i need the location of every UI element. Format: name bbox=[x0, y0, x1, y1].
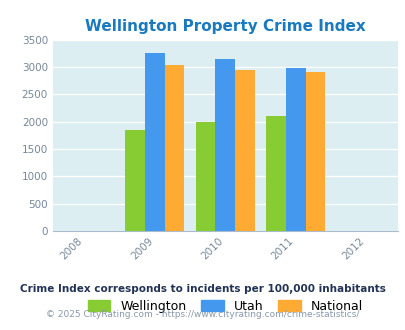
Bar bbox=[285, 68, 305, 231]
Text: © 2025 CityRating.com - https://www.cityrating.com/crime-statistics/: © 2025 CityRating.com - https://www.city… bbox=[46, 310, 359, 319]
Text: Crime Index corresponds to incidents per 100,000 inhabitants: Crime Index corresponds to incidents per… bbox=[20, 284, 385, 294]
Bar bbox=[164, 65, 184, 231]
Title: Wellington Property Crime Index: Wellington Property Crime Index bbox=[85, 19, 365, 34]
Bar bbox=[125, 130, 145, 231]
Legend: Wellington, Utah, National: Wellington, Utah, National bbox=[82, 295, 367, 318]
Bar bbox=[266, 115, 285, 231]
Bar bbox=[234, 70, 254, 231]
Bar bbox=[145, 53, 164, 231]
Bar bbox=[215, 59, 234, 231]
Bar bbox=[305, 72, 324, 231]
Bar bbox=[195, 122, 215, 231]
